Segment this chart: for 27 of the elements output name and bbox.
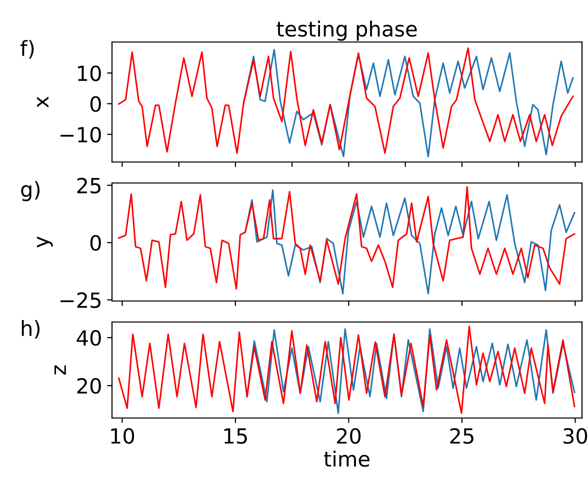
y-tick-label: 25: [77, 178, 100, 194]
x-axis-title: time: [324, 450, 370, 467]
y-tick-label: 20: [77, 378, 101, 394]
x-tick-label: 25: [450, 428, 474, 444]
y-axis-title: x: [37, 96, 48, 108]
y-axis-title: z: [54, 365, 66, 375]
line-series: [244, 189, 576, 294]
line-series: [118, 326, 576, 414]
y-tick-label: −25: [60, 292, 100, 308]
x-tick-label: 30: [564, 428, 588, 444]
text: f): [20, 40, 34, 59]
y-tick-label: −10: [60, 126, 101, 143]
x-tick-label: 20: [336, 428, 361, 444]
line-series: [242, 48, 574, 158]
x-tick-label: 10: [111, 428, 134, 444]
line-series: [118, 186, 576, 290]
x-tick-label: 15: [224, 428, 247, 444]
text: g): [21, 181, 40, 202]
text: h): [22, 320, 40, 339]
chart-title: testing phase: [276, 20, 417, 41]
line-series: [246, 328, 576, 414]
y-axis-title: y: [37, 236, 53, 248]
y-tick-label: 0: [90, 235, 101, 251]
y-tick-label: 0: [90, 96, 101, 112]
y-tick-label: 40: [76, 330, 101, 346]
line-series: [118, 47, 574, 154]
y-tick-label: 10: [78, 65, 101, 82]
